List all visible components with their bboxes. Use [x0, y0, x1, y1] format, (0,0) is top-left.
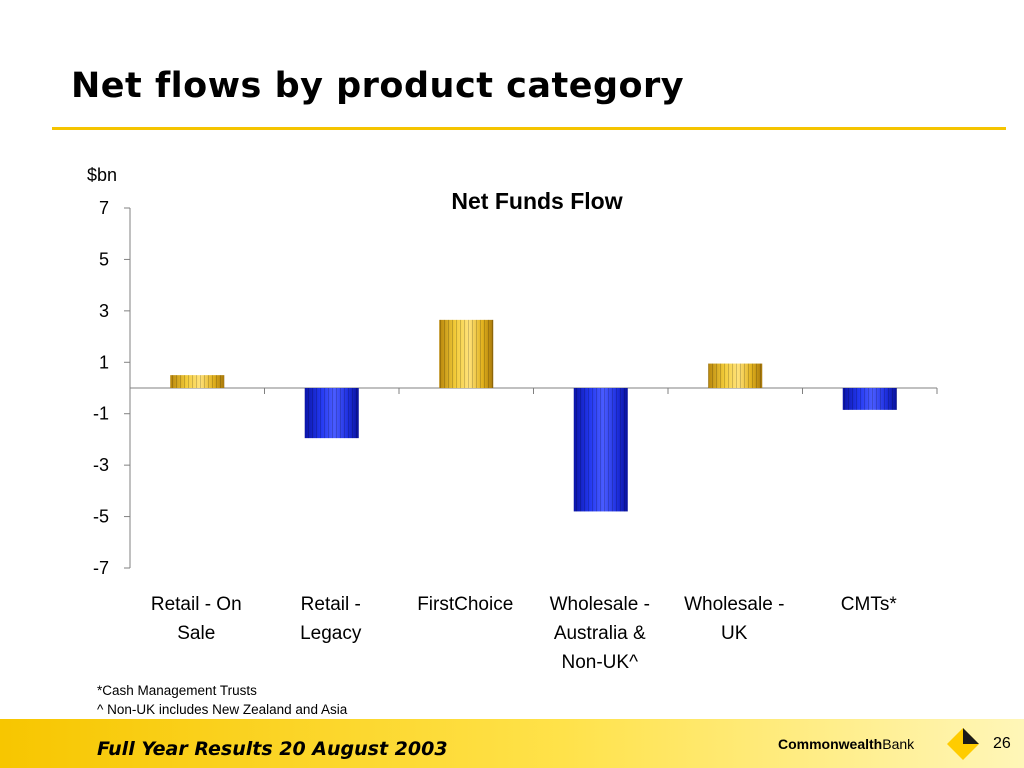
net-funds-flow-chart: $bn Net Funds Flow 7 5 3 1 -1 -3 -5 -7 Retail - On… — [87, 165, 938, 673]
brand-wordmark: CommonwealthBank — [778, 736, 914, 752]
diamond-logo-icon — [947, 728, 979, 760]
x-category-label: FirstChoice — [417, 594, 513, 615]
brand-name-regular: Bank — [882, 736, 915, 752]
y-tick-label: 7 — [99, 198, 109, 218]
chart-title: Net Funds Flow — [451, 188, 622, 214]
footnotes: *Cash Management Trusts ^ Non-UK include… — [97, 681, 347, 719]
y-tick-label: -7 — [93, 558, 109, 578]
x-category-label: Australia & — [554, 623, 646, 644]
footnote-cmt: *Cash Management Trusts — [97, 683, 257, 698]
footer-text: Full Year Results 20 August 2003 — [97, 738, 448, 760]
slide-title: Net flows by product category — [71, 66, 685, 106]
brand-name-bold: Commonwealth — [778, 736, 883, 752]
bar-texture — [304, 388, 359, 439]
page-number: 26 — [993, 735, 1011, 752]
x-category-label: Wholesale - — [684, 594, 784, 615]
y-tick-label: 1 — [99, 352, 109, 372]
x-category-label: Retail - — [301, 594, 361, 615]
x-category-label: Wholesale - — [550, 594, 650, 615]
x-category-label: CMTs* — [841, 594, 898, 615]
bar-texture — [170, 375, 225, 388]
y-tick-label: 3 — [99, 301, 109, 321]
footnote-non-uk: ^ Non-UK includes New Zealand and Asia — [97, 702, 348, 717]
bar-texture — [573, 388, 628, 512]
x-category-label: Non-UK^ — [562, 652, 639, 673]
y-tick-label: -3 — [93, 455, 109, 475]
x-category-label: Retail - On — [151, 594, 242, 615]
bar-texture — [842, 388, 897, 410]
footer-band — [0, 719, 1024, 768]
bar-texture — [439, 319, 494, 388]
x-category-label: UK — [721, 623, 748, 644]
y-tick-label: 5 — [99, 249, 109, 269]
x-category-label: Legacy — [300, 623, 362, 644]
y-tick-label: -5 — [93, 507, 109, 527]
title-divider — [52, 127, 1006, 130]
y-axis-unit-label: $bn — [87, 165, 117, 185]
x-category-label: Sale — [177, 623, 215, 644]
y-tick-label: -1 — [93, 404, 109, 424]
bar-texture — [708, 363, 763, 388]
